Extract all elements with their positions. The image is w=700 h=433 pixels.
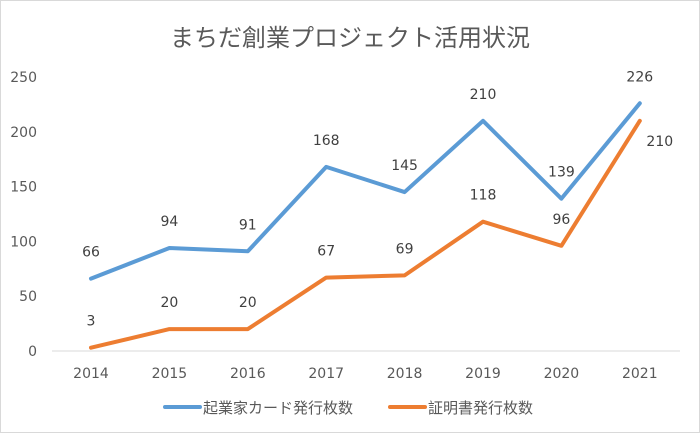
- data-label: 91: [239, 217, 257, 233]
- data-label: 210: [646, 134, 673, 150]
- y-tick-label: 0: [28, 344, 37, 360]
- x-tick-label: 2016: [230, 366, 266, 382]
- x-tick-label: 2014: [73, 366, 109, 382]
- x-tick-label: 2017: [308, 366, 344, 382]
- data-label: 3: [87, 314, 96, 330]
- x-tick-label: 2019: [465, 366, 501, 382]
- data-label: 67: [317, 244, 335, 260]
- data-label: 210: [470, 87, 497, 103]
- data-label: 226: [626, 69, 653, 85]
- x-tick-label: 2015: [152, 366, 188, 382]
- data-label: 168: [313, 133, 340, 149]
- legend-label: 証明書発行枚数: [428, 399, 533, 417]
- legend-label: 起業家カード発行枚数: [203, 399, 353, 417]
- chart-title: まちだ創業プロジェクト活用状況: [170, 24, 530, 52]
- x-tick-label: 2020: [544, 366, 580, 382]
- data-label: 20: [160, 295, 178, 311]
- y-tick-label: 150: [10, 180, 37, 196]
- data-label: 118: [470, 188, 497, 204]
- y-tick-label: 50: [19, 289, 37, 305]
- series-line-2: [89, 118, 642, 350]
- data-label: 139: [548, 165, 575, 181]
- data-label: 69: [396, 241, 414, 257]
- x-tick-label: 2021: [622, 366, 658, 382]
- data-label: 94: [160, 214, 178, 230]
- y-tick-label: 100: [10, 234, 37, 250]
- data-label: 96: [552, 212, 570, 228]
- x-tick-label: 2018: [387, 366, 423, 382]
- y-tick-label: 250: [10, 70, 37, 86]
- y-tick-label: 200: [10, 125, 37, 141]
- data-label: 66: [82, 245, 100, 261]
- data-label: 20: [239, 295, 257, 311]
- data-label: 145: [391, 158, 418, 174]
- series-line-1: [89, 101, 642, 281]
